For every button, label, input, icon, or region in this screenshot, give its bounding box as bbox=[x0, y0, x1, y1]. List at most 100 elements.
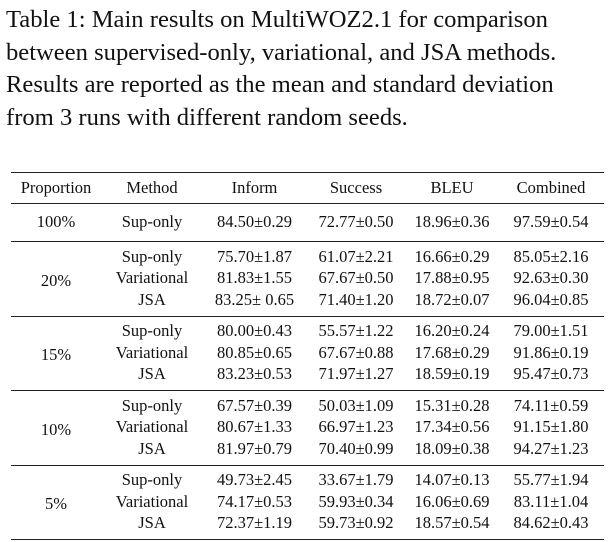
proportion-cell: 10% bbox=[40, 419, 72, 439]
header-method: Method bbox=[126, 178, 178, 197]
inform-cell: 83.25± 0.65 bbox=[214, 289, 295, 309]
combined-cell: 85.05±2.16 bbox=[513, 246, 589, 266]
method-cell: Sup-only bbox=[121, 470, 183, 490]
combined-cell: 92.63±0.30 bbox=[513, 268, 589, 288]
bleu-cell: 18.57±0.54 bbox=[414, 513, 490, 533]
bleu-cell: 18.59±0.19 bbox=[414, 364, 490, 384]
header-inform: Inform bbox=[231, 178, 278, 197]
method-cell: JSA bbox=[138, 438, 166, 458]
method-cell: Sup-only bbox=[121, 395, 183, 415]
proportion-group: 5% Sup-only 49.73±2.45 33.67±1.79 14.07±0.13… bbox=[11, 465, 604, 540]
table-header: Proportion Method Inform Success BLEU Co… bbox=[11, 172, 604, 204]
bleu-cell: 14.07±0.13 bbox=[414, 470, 490, 490]
method-cell: JSA bbox=[138, 289, 166, 309]
success-cell: 67.67±0.50 bbox=[318, 268, 394, 288]
combined-cell: 79.00±1.51 bbox=[513, 321, 589, 341]
bleu-cell: 17.88±0.95 bbox=[414, 268, 490, 288]
proportion-cell: 15% bbox=[40, 345, 72, 365]
bleu-cell: 18.72±0.07 bbox=[414, 289, 490, 309]
success-cell: 59.73±0.92 bbox=[318, 513, 394, 533]
table-row: Variational 80.85±0.65 67.67±0.88 17.68±0.2… bbox=[11, 342, 604, 364]
method-cell: JSA bbox=[138, 513, 166, 533]
bleu-cell: 15.31±0.28 bbox=[414, 395, 490, 415]
success-cell: 71.40±1.20 bbox=[318, 289, 394, 309]
caption-line: between supervised-only, variational, an… bbox=[6, 38, 557, 66]
combined-cell: 91.86±0.19 bbox=[513, 342, 589, 362]
combined-cell: 83.11±1.04 bbox=[513, 491, 589, 511]
method-cell: JSA bbox=[138, 364, 166, 384]
inform-cell: 83.23±0.53 bbox=[216, 364, 293, 384]
table-row: JSA 83.25± 0.65 71.40±1.20 18.72±0.07 96.04±… bbox=[11, 289, 604, 316]
table-row: 5% Sup-only 49.73±2.45 33.67±1.79 14.07±0.13… bbox=[11, 465, 604, 513]
success-cell: 71.97±1.27 bbox=[318, 364, 394, 384]
table-caption: Table 1: Main results on MultiWOZ2.1 for… bbox=[6, 4, 608, 134]
table-row: JSA 83.23±0.53 71.97±1.27 18.59±0.19 95.47±0… bbox=[11, 364, 604, 391]
inform-cell: 80.67±1.33 bbox=[216, 417, 293, 437]
success-cell: 61.07±2.21 bbox=[318, 246, 394, 266]
header-combined: Combined bbox=[516, 178, 586, 197]
success-cell: 59.93±0.34 bbox=[318, 491, 394, 511]
method-cell: Sup-only bbox=[121, 212, 183, 231]
table-row: 20% Sup-only 75.70±1.87 61.07±2.21 16.66±0.2… bbox=[11, 242, 604, 290]
table-row: Variational 81.83±1.55 67.67±0.50 17.88±0.9… bbox=[11, 268, 604, 290]
inform-cell: 80.85±0.65 bbox=[216, 342, 293, 362]
method-cell: Variational bbox=[115, 268, 189, 288]
caption-line: Table 1: Main results on MultiWOZ2.1 for… bbox=[6, 6, 548, 33]
inform-cell: 75.70±1.87 bbox=[216, 246, 293, 266]
inform-cell: 81.97±0.79 bbox=[216, 438, 293, 458]
proportion-group: 15% Sup-only 80.00±0.43 55.57±1.22 16.20±0.2… bbox=[11, 316, 604, 391]
combined-cell: 96.04±0.85 bbox=[513, 289, 589, 309]
inform-cell: 49.73±2.45 bbox=[216, 470, 293, 490]
bleu-cell: 18.09±0.38 bbox=[414, 438, 490, 458]
header-bleu: BLEU bbox=[430, 178, 474, 197]
method-cell: Variational bbox=[115, 417, 189, 437]
bleu-cell: 16.20±0.24 bbox=[414, 321, 490, 341]
proportion-group: 10% Sup-only 67.57±0.39 50.03±1.09 15.31±0.2… bbox=[11, 391, 604, 465]
success-cell: 50.03±1.09 bbox=[318, 395, 394, 415]
header-row: Proportion Method Inform Success BLEU Co… bbox=[11, 173, 604, 204]
bleu-cell: 16.06±0.69 bbox=[414, 491, 490, 511]
bleu-cell: 18.96±0.36 bbox=[414, 212, 490, 231]
header-success: Success bbox=[329, 178, 383, 197]
inform-cell: 84.50±0.29 bbox=[216, 212, 293, 231]
success-cell: 33.67±1.79 bbox=[318, 470, 394, 490]
proportion-group: 100% Sup-only 84.50±0.29 72.77±0.50 18.96±0.… bbox=[11, 204, 604, 242]
caption-line: from 3 runs with different random seeds. bbox=[6, 103, 408, 131]
success-cell: 70.40±0.99 bbox=[318, 438, 394, 458]
success-cell: 72.77±0.50 bbox=[318, 212, 394, 231]
header-proportion: Proportion bbox=[20, 178, 92, 197]
proportion-cell: 5% bbox=[45, 494, 67, 514]
table-row: Variational 80.67±1.33 66.97±1.23 17.34±0.5… bbox=[11, 417, 604, 439]
combined-cell: 74.11±0.59 bbox=[513, 395, 589, 415]
method-cell: Sup-only bbox=[121, 246, 183, 266]
combined-cell: 91.15±1.80 bbox=[513, 417, 589, 437]
inform-cell: 67.57±0.39 bbox=[216, 395, 293, 415]
inform-cell: 74.17±0.53 bbox=[216, 491, 293, 511]
proportion-cell: 20% bbox=[40, 270, 72, 290]
inform-cell: 80.00±0.43 bbox=[216, 321, 293, 341]
bleu-cell: 17.34±0.56 bbox=[414, 417, 490, 437]
table-row: 10% Sup-only 67.57±0.39 50.03±1.09 15.31±0.2… bbox=[11, 391, 604, 439]
success-cell: 67.67±0.88 bbox=[318, 342, 394, 362]
proportion-cell: 100% bbox=[36, 212, 76, 231]
table-row: Variational 74.17±0.53 59.93±0.34 16.06±0.6… bbox=[11, 491, 604, 513]
inform-cell: 72.37±1.19 bbox=[216, 513, 293, 533]
combined-cell: 84.62±0.43 bbox=[513, 513, 589, 533]
bleu-cell: 16.66±0.29 bbox=[414, 246, 490, 266]
table-row: JSA 72.37±1.19 59.73±0.92 18.57±0.54 84.62±0… bbox=[11, 513, 604, 540]
method-cell: Sup-only bbox=[121, 321, 183, 341]
table-row: 15% Sup-only 80.00±0.43 55.57±1.22 16.20±0.2… bbox=[11, 316, 604, 364]
success-cell: 55.57±1.22 bbox=[318, 321, 394, 341]
combined-cell: 55.77±1.94 bbox=[513, 470, 589, 490]
proportion-group: 20% Sup-only 75.70±1.87 61.07±2.21 16.66±0.2… bbox=[11, 242, 604, 316]
success-cell: 66.97±1.23 bbox=[318, 417, 394, 437]
table-row: JSA 81.97±0.79 70.40±0.99 18.09±0.38 94.27±1… bbox=[11, 438, 604, 465]
combined-cell: 97.59±0.54 bbox=[513, 212, 589, 231]
combined-cell: 95.47±0.73 bbox=[513, 364, 589, 384]
caption-line: Results are reported as the mean and sta… bbox=[6, 71, 554, 98]
bleu-cell: 17.68±0.29 bbox=[414, 342, 490, 362]
combined-cell: 94.27±1.23 bbox=[513, 438, 589, 458]
method-cell: Variational bbox=[115, 491, 189, 511]
inform-cell: 81.83±1.55 bbox=[216, 268, 293, 288]
method-cell: Variational bbox=[115, 342, 189, 362]
